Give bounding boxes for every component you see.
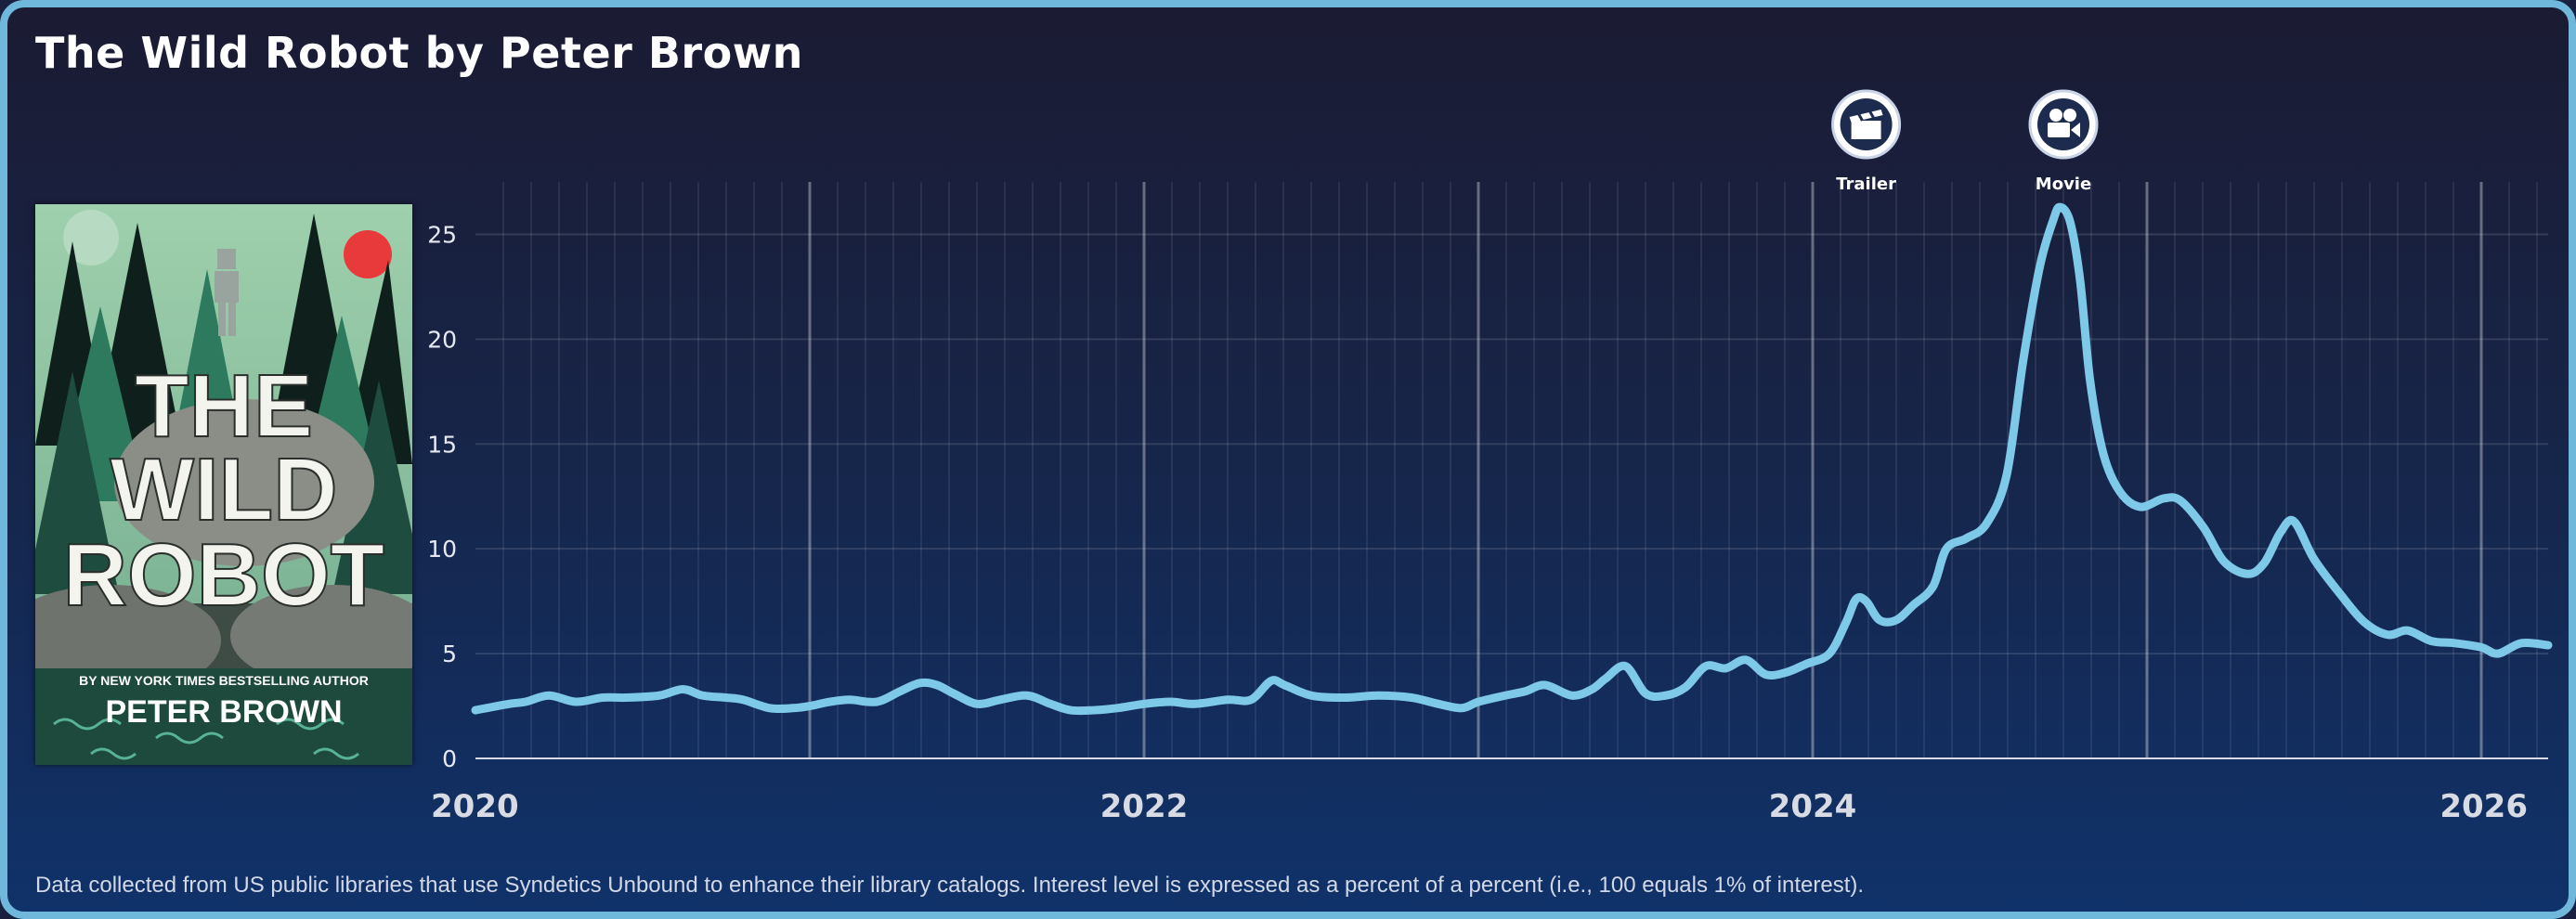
cover-title-line1: THE	[135, 356, 313, 456]
robot-icon	[215, 249, 239, 336]
y-tick-label: 15	[427, 431, 457, 458]
annotation-label: Trailer	[1836, 175, 1896, 194]
y-tick-label: 5	[442, 641, 457, 667]
x-tick-label: 2022	[1100, 788, 1189, 825]
book-cover: THE WILD ROBOT BY NEW YORK TIMES BESTSEL…	[35, 204, 412, 765]
y-tick-label: 20	[427, 326, 457, 353]
series-line	[471, 202, 2553, 716]
x-tick-label: 2020	[431, 788, 519, 825]
y-tick-label: 0	[442, 745, 457, 772]
footnote: Data collected from US public libraries …	[35, 873, 1865, 898]
x-tick-label: 2026	[2439, 788, 2528, 825]
page-title: The Wild Robot by Peter Brown	[35, 28, 803, 78]
y-tick-label: 10	[427, 536, 457, 563]
sun-icon	[344, 230, 392, 278]
cover-title-line3: ROBOT	[63, 525, 385, 625]
x-tick-label: 2024	[1769, 788, 1857, 825]
cover-title-line2: WILD	[110, 440, 337, 539]
cover-tagline: BY NEW YORK TIMES BESTSELLING AUTHOR	[79, 673, 369, 688]
annotation-label: Movie	[2036, 175, 2091, 194]
movie-camera-icon	[2028, 89, 2099, 160]
clapperboard-icon	[1831, 89, 1902, 160]
y-tick-label: 25	[427, 221, 457, 248]
cover-author: PETER BROWN	[106, 694, 343, 730]
